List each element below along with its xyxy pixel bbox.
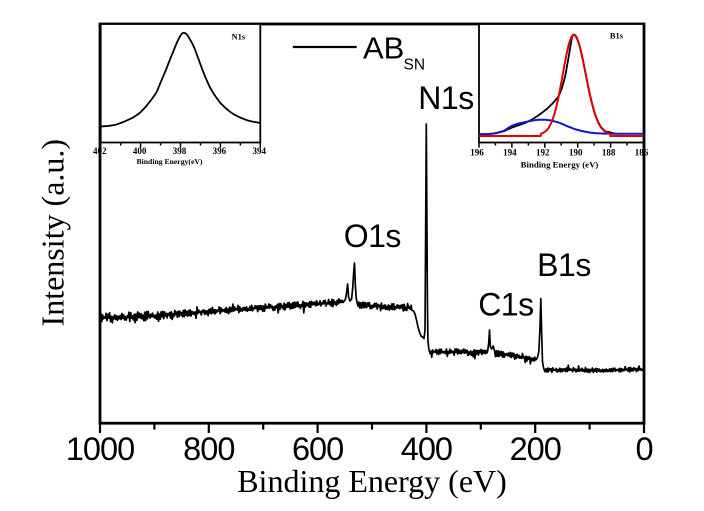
svg-text:0: 0 [635, 431, 652, 467]
svg-text:Binding Energy (eV): Binding Energy (eV) [521, 160, 599, 170]
svg-text:188: 188 [602, 147, 616, 157]
svg-text:1000: 1000 [66, 431, 134, 467]
svg-text:Binding Energy(eV): Binding Energy(eV) [137, 157, 203, 166]
svg-text:600: 600 [292, 431, 343, 467]
svg-text:402: 402 [93, 146, 107, 156]
svg-text:192: 192 [536, 147, 550, 157]
svg-text:196: 196 [470, 147, 484, 157]
svg-text:AB: AB [363, 30, 404, 65]
svg-text:400: 400 [133, 146, 147, 156]
svg-text:N1s: N1s [232, 31, 246, 41]
svg-text:398: 398 [173, 146, 187, 156]
svg-text:200: 200 [510, 431, 561, 467]
svg-text:186: 186 [635, 147, 649, 157]
svg-text:194: 194 [503, 147, 517, 157]
svg-text:SN: SN [404, 57, 426, 74]
svg-text:B1s: B1s [610, 31, 624, 41]
svg-text:Intensity (a.u.): Intensity (a.u.) [35, 139, 71, 327]
svg-text:C1s: C1s [478, 287, 533, 323]
svg-text:396: 396 [213, 146, 227, 156]
svg-text:Binding Energy (eV): Binding Energy (eV) [237, 463, 507, 499]
svg-text:O1s: O1s [344, 218, 401, 254]
svg-text:394: 394 [253, 146, 267, 156]
svg-text:N1s: N1s [418, 80, 473, 116]
svg-text:800: 800 [183, 431, 234, 467]
svg-text:190: 190 [569, 147, 583, 157]
svg-text:400: 400 [401, 431, 452, 467]
svg-text:B1s: B1s [537, 247, 591, 283]
